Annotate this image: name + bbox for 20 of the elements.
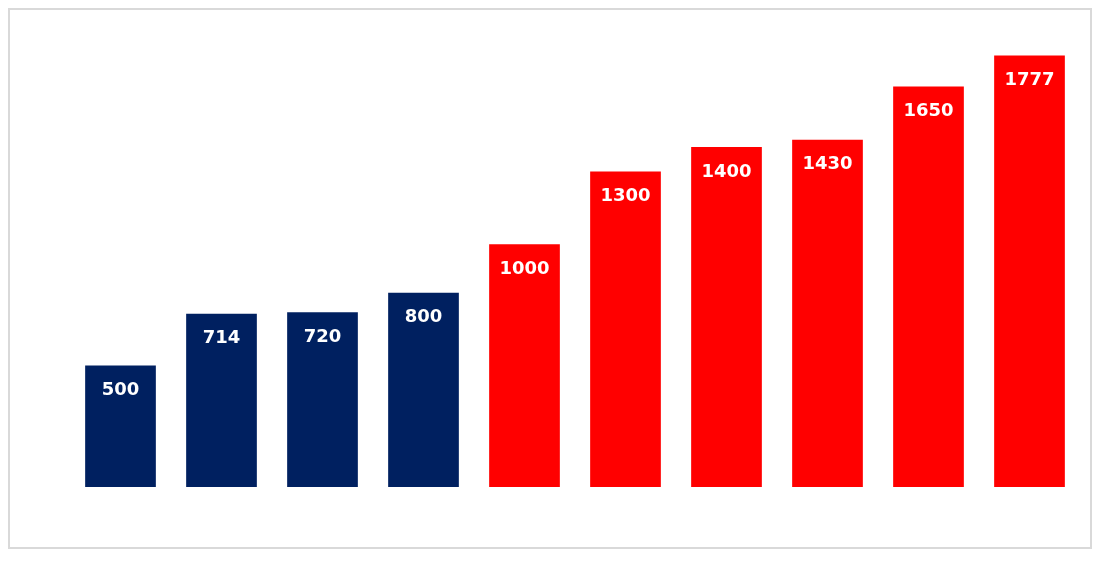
data-label: 1300 — [600, 183, 651, 205]
data-label: 500 — [101, 378, 140, 400]
data-label: 720 — [303, 324, 342, 346]
data-label: 714 — [202, 326, 241, 348]
data-label: 800 — [404, 305, 443, 327]
data-label: 1400 — [701, 159, 752, 181]
bar — [287, 312, 358, 487]
bar — [691, 147, 762, 487]
bar — [590, 171, 661, 487]
data-label: 1430 — [802, 152, 853, 174]
bar — [893, 86, 964, 487]
bar — [85, 365, 156, 487]
data-label: 1777 — [1004, 68, 1055, 90]
data-label: 1650 — [903, 98, 954, 120]
bar — [792, 139, 863, 487]
bar — [186, 313, 257, 487]
bar — [388, 292, 459, 487]
bar — [994, 55, 1065, 487]
bar — [489, 244, 560, 487]
data-label: 1000 — [499, 256, 550, 278]
